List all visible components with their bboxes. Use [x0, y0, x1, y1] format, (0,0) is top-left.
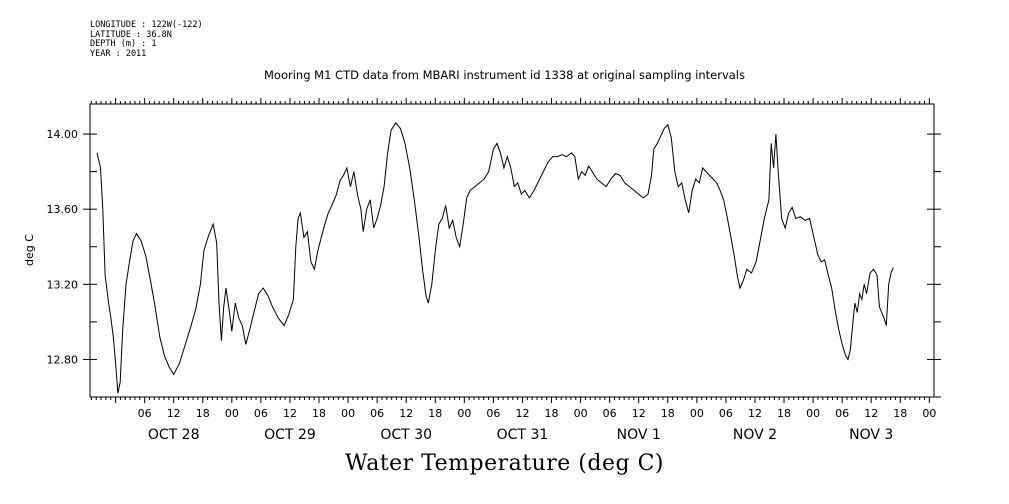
x-tick-label: 12 — [399, 407, 413, 420]
x-day-label: OCT 29 — [264, 427, 316, 443]
y-axis-label: deg C — [23, 234, 36, 266]
metadata-block: LONGITUDE : 122W(-122) LATITUDE : 36.8N … — [90, 20, 203, 59]
x-tick-label: 18 — [893, 407, 907, 420]
x-tick-label: 12 — [748, 407, 762, 420]
x-tick-label: 00 — [690, 407, 704, 420]
x-tick-label: 00 — [806, 407, 820, 420]
chart-title: Mooring M1 CTD data from MBARI instrumen… — [264, 68, 745, 82]
x-axis-label: Water Temperature (deg C) — [345, 451, 664, 476]
x-tick-label: 06 — [370, 407, 384, 420]
x-tick-label: 12 — [283, 407, 297, 420]
x-tick-label: 06 — [719, 407, 733, 420]
plot-frame — [89, 103, 935, 398]
x-tick-label: 06 — [254, 407, 268, 420]
x-tick-label: 18 — [777, 407, 791, 420]
x-tick-label: 18 — [661, 407, 675, 420]
x-tick-label: 18 — [312, 407, 326, 420]
x-tick-label: 00 — [574, 407, 588, 420]
x-tick-label: 00 — [457, 407, 471, 420]
x-tick-label: 06 — [138, 407, 152, 420]
x-day-label: OCT 28 — [148, 427, 200, 443]
y-tick-label: 13.20 — [47, 278, 79, 291]
meta-depth: DEPTH (m) : 1 — [90, 39, 157, 49]
x-tick-label: 18 — [196, 407, 210, 420]
tick-layer: 06 12 18 00 06 12 18 00 06 12 18 00 06 12 18 00 06 12 18 00… — [47, 98, 941, 443]
x-day-label: OCT 31 — [497, 427, 549, 443]
x-tick-label: 12 — [167, 407, 181, 420]
x-day-label: NOV 3 — [849, 427, 893, 443]
y-tick-label: 12.80 — [47, 353, 79, 366]
x-tick-label: 00 — [922, 407, 936, 420]
x-tick-label: 18 — [545, 407, 559, 420]
x-tick-label: 06 — [486, 407, 500, 420]
x-tick-label: 12 — [864, 407, 878, 420]
x-tick-label: 06 — [835, 407, 849, 420]
x-day-label: NOV 2 — [733, 427, 777, 443]
x-tick-label: 00 — [225, 407, 239, 420]
y-tick-label: 14.00 — [47, 128, 79, 141]
x-day-label: NOV 1 — [617, 427, 661, 443]
temperature-series-line — [96, 121, 894, 394]
y-tick-label: 13.60 — [47, 203, 79, 216]
x-tick-label: 00 — [341, 407, 355, 420]
x-tick-label: 06 — [603, 407, 617, 420]
x-tick-label: 12 — [632, 407, 646, 420]
x-tick-label: 18 — [428, 407, 442, 420]
x-day-label: OCT 30 — [380, 427, 432, 443]
meta-year: YEAR : 2011 — [90, 48, 147, 59]
meta-latitude: LATITUDE : 36.8N — [90, 29, 172, 40]
x-tick-label: 12 — [515, 407, 529, 420]
meta-longitude: LONGITUDE : 122W(-122) — [90, 20, 203, 30]
